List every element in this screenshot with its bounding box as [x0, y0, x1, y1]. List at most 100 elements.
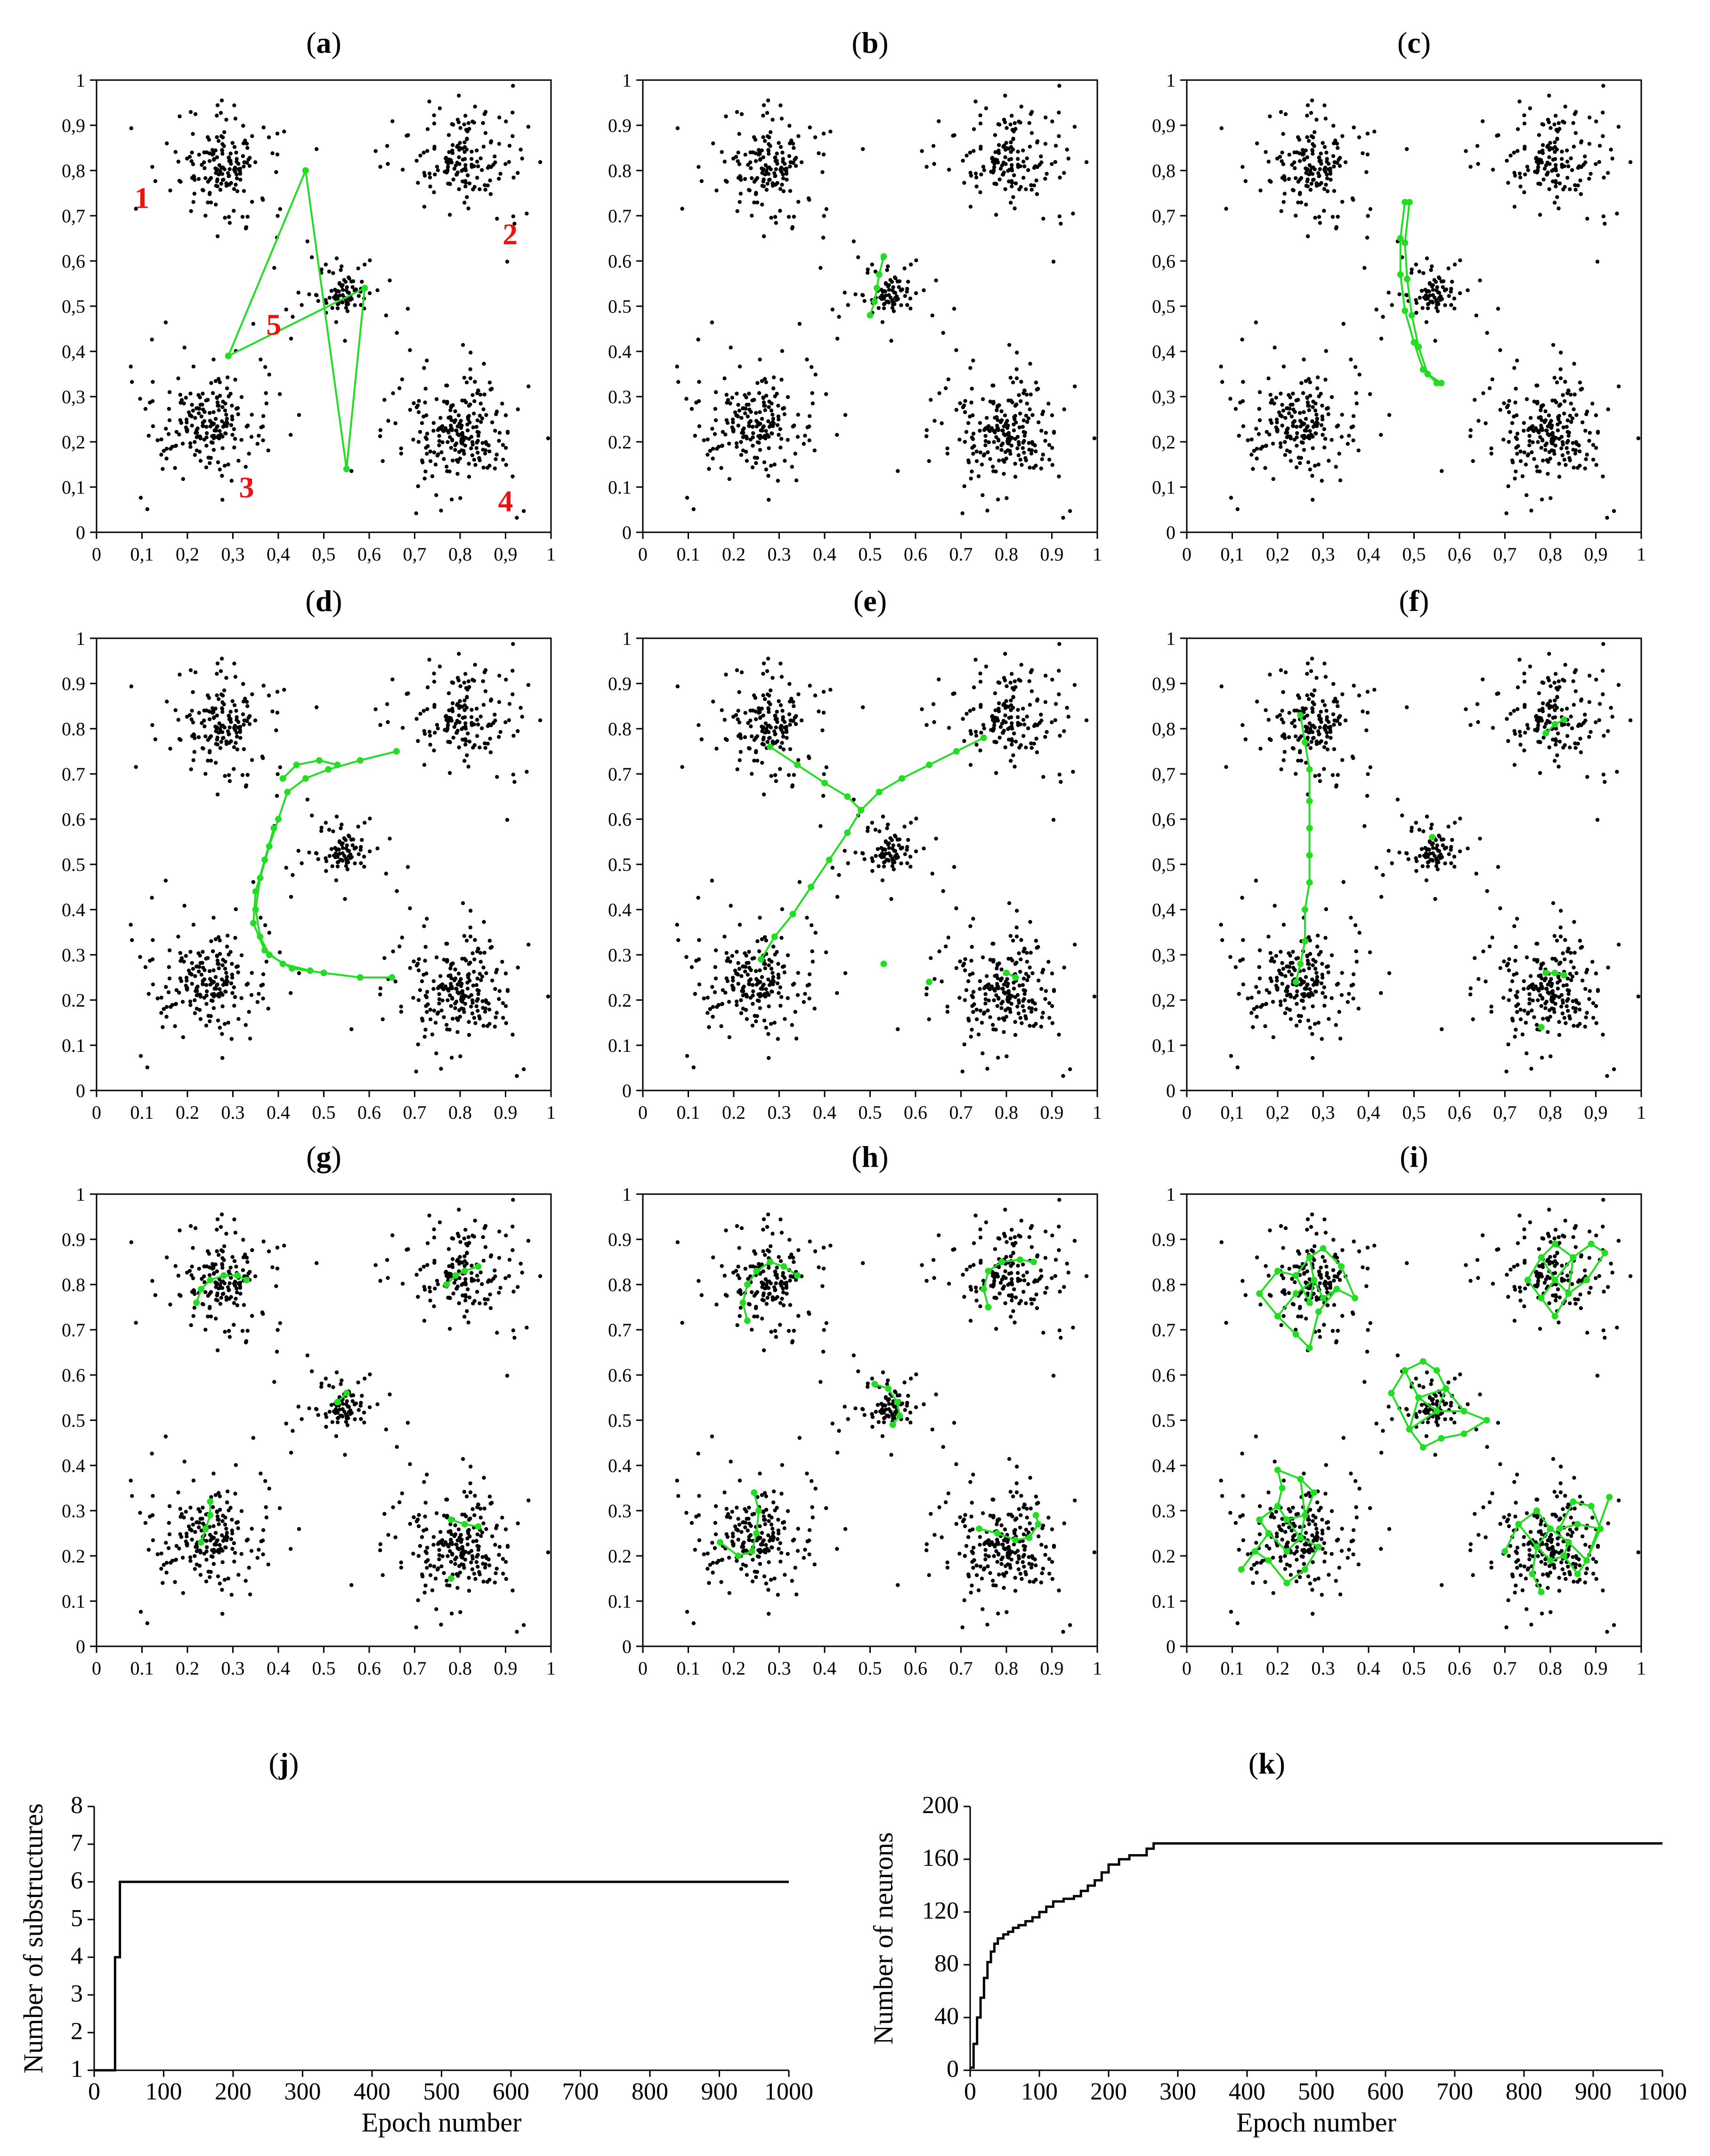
data-point — [1289, 435, 1293, 439]
data-point — [207, 138, 211, 142]
data-point — [776, 404, 780, 408]
data-point — [1547, 187, 1551, 191]
data-point — [481, 121, 485, 125]
x-tick-label: 0.5 — [312, 1102, 336, 1123]
data-point — [497, 115, 502, 120]
data-point — [208, 1019, 212, 1024]
x-tick-label: 0.1 — [677, 544, 700, 565]
data-point — [1312, 144, 1316, 148]
data-point — [472, 969, 476, 974]
data-point — [1020, 463, 1024, 467]
data-point — [432, 748, 436, 753]
data-point — [289, 433, 293, 437]
data-point — [267, 373, 271, 377]
data-point — [170, 445, 175, 449]
data-point — [1553, 157, 1557, 161]
data-point — [260, 196, 265, 201]
data-point — [1084, 160, 1089, 164]
data-point — [1033, 443, 1037, 447]
data-point — [764, 169, 769, 173]
data-point — [748, 438, 753, 442]
data-point — [860, 851, 865, 855]
data-point — [754, 191, 758, 195]
data-point — [243, 160, 247, 164]
data-point — [1299, 200, 1304, 204]
data-point — [1362, 266, 1367, 270]
data-point — [983, 997, 988, 1001]
data-point — [780, 965, 785, 969]
y-tick-label: 0.5 — [608, 296, 632, 317]
data-point — [439, 508, 443, 513]
data-point — [253, 160, 258, 164]
data-point — [151, 380, 155, 384]
data-point — [1538, 415, 1542, 420]
data-point — [1512, 366, 1516, 370]
data-point — [436, 428, 440, 432]
data-point — [453, 976, 458, 981]
data-point — [991, 399, 996, 404]
data-point — [779, 116, 784, 121]
data-point — [736, 159, 740, 163]
data-point — [501, 443, 505, 447]
data-point — [1306, 404, 1310, 408]
data-point — [1560, 453, 1565, 457]
data-points — [129, 642, 551, 1078]
data-point — [1606, 407, 1610, 412]
data-point — [978, 979, 982, 984]
data-point — [460, 1000, 465, 1004]
data-point — [239, 996, 243, 1001]
data-point — [516, 965, 520, 970]
data-point — [756, 148, 761, 152]
data-point — [1365, 131, 1370, 136]
data-point — [978, 113, 982, 117]
data-point — [209, 939, 213, 944]
data-point — [981, 164, 986, 169]
data-point — [988, 457, 992, 461]
data-point — [1414, 262, 1418, 267]
data-point — [721, 430, 725, 434]
data-point — [478, 960, 483, 964]
data-point — [734, 971, 738, 976]
data-point — [316, 857, 320, 862]
network-node — [808, 884, 814, 890]
data-point — [714, 747, 719, 751]
data-point — [924, 992, 929, 997]
data-point — [414, 717, 419, 721]
data-point — [408, 906, 412, 911]
data-point — [456, 460, 460, 464]
data-point — [762, 1018, 767, 1023]
data-point — [905, 848, 909, 852]
data-point — [428, 1017, 433, 1022]
y-tick-label: 0,2 — [1152, 990, 1175, 1011]
data-point — [186, 410, 191, 415]
data-point — [416, 484, 420, 488]
data-point — [1440, 469, 1444, 473]
data-point — [515, 516, 519, 520]
data-point — [1317, 155, 1321, 160]
data-point — [208, 178, 212, 182]
data-point — [765, 669, 770, 673]
data-point — [1601, 668, 1605, 673]
data-point — [1305, 155, 1309, 160]
data-point — [479, 978, 483, 982]
data-point — [754, 424, 759, 429]
data-point — [993, 708, 997, 713]
x-tick-label: 0,7 — [1493, 544, 1517, 565]
data-point — [1541, 458, 1545, 463]
data-point — [189, 717, 194, 722]
data-point — [770, 971, 775, 975]
data-point — [422, 171, 426, 175]
data-point — [1047, 443, 1052, 447]
data-point — [1524, 493, 1529, 497]
network-node — [844, 793, 851, 800]
data-point — [470, 715, 474, 719]
data-point — [676, 938, 681, 943]
data-point — [193, 440, 197, 444]
data-point — [734, 713, 738, 717]
network-node — [767, 743, 774, 750]
data-point — [1475, 144, 1480, 148]
data-point — [788, 723, 792, 727]
x-tick-label: 0,2 — [1266, 1102, 1289, 1123]
data-point — [412, 959, 416, 964]
data-point — [151, 938, 155, 942]
